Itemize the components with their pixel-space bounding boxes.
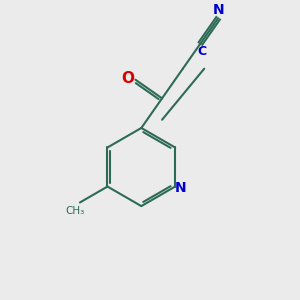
Text: O: O [121,71,134,86]
Text: N: N [175,181,187,195]
Text: N: N [212,3,224,17]
Text: CH₃: CH₃ [65,206,84,216]
Text: C: C [197,45,206,58]
